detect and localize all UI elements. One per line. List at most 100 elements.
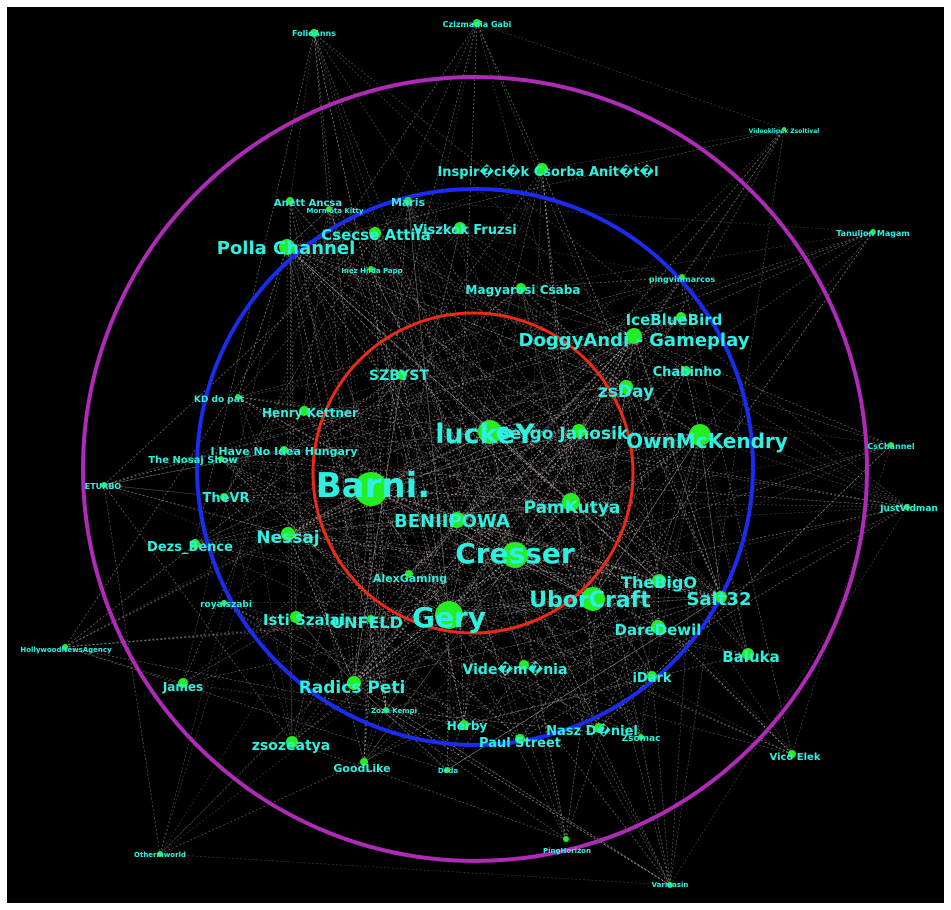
node-nessaj[interactable] [281, 527, 295, 541]
graph-edge [289, 200, 491, 433]
graph-edge [592, 434, 701, 600]
node-label-royalszabi: royalszabi [200, 600, 252, 610]
network-graph-panel: Barni. Cresser Gery luckeY UborCraft OwnMcKen… [7, 7, 944, 903]
node-magyarosi[interactable] [516, 283, 526, 293]
node-barni[interactable] [354, 472, 388, 506]
middle-ring [195, 187, 755, 747]
node-uborcraft[interactable] [581, 587, 605, 611]
node-zozo[interactable] [383, 707, 389, 713]
node-doggyandi[interactable] [626, 328, 642, 344]
node-alexgaming[interactable] [405, 570, 413, 578]
node-royalszabi[interactable] [221, 600, 227, 606]
node-pinghorizon[interactable] [563, 836, 569, 842]
node-ownmckendry[interactable] [689, 424, 711, 446]
node-istiszalai[interactable] [290, 611, 302, 623]
node-zsozeatya[interactable] [286, 736, 298, 748]
node-baluka[interactable] [742, 648, 754, 660]
node-viszkok[interactable] [454, 222, 466, 234]
node-idark[interactable] [647, 671, 657, 681]
node-vicoelek[interactable] [788, 750, 796, 758]
graph-edge [633, 335, 908, 508]
graph-edge [681, 276, 793, 755]
node-iceblue[interactable] [676, 312, 686, 322]
graph-edge [570, 501, 671, 886]
node-anett[interactable] [286, 197, 294, 205]
node-kddopat[interactable] [235, 394, 241, 400]
node-eturbo[interactable] [101, 482, 107, 488]
node-salt32[interactable] [715, 591, 727, 603]
node-csecse[interactable] [369, 227, 381, 239]
node-nasz[interactable] [594, 723, 604, 733]
node-othermworld[interactable] [157, 851, 163, 857]
node-folio[interactable] [310, 29, 318, 37]
node-czizmadia[interactable] [473, 19, 481, 27]
node-benipowa[interactable] [449, 512, 465, 528]
node-videoklip[interactable] [782, 127, 786, 131]
node-pollachannel[interactable] [279, 239, 295, 255]
node-gergojanosik[interactable] [572, 424, 586, 438]
node-unfeld[interactable] [367, 615, 375, 623]
node-videomania[interactable] [519, 660, 529, 670]
graph-edge [407, 200, 600, 729]
graph-edge [456, 444, 892, 521]
node-paulstreet[interactable] [515, 734, 525, 744]
node-dezsbence[interactable] [190, 539, 200, 549]
graph-edge [374, 232, 642, 738]
graph-edge [489, 431, 516, 556]
graph-edge [286, 246, 594, 600]
node-zsday[interactable] [619, 380, 633, 394]
graph-edge [463, 675, 653, 726]
node-csc[interactable] [888, 442, 894, 448]
graph-edge [223, 602, 448, 771]
node-goodlike[interactable] [360, 758, 368, 766]
graph-edge [237, 276, 683, 398]
node-pingvin[interactable] [679, 274, 685, 280]
node-mormota[interactable] [326, 206, 332, 212]
graph-edge [520, 287, 627, 388]
graph-edge [182, 246, 288, 684]
graph-edge [286, 246, 580, 432]
node-nosaj[interactable] [218, 456, 224, 462]
node-inspi[interactable] [536, 163, 548, 175]
node-hollywood[interactable] [62, 644, 68, 650]
node-james[interactable] [178, 678, 188, 688]
graph-edge [103, 484, 225, 498]
node-cresser[interactable] [502, 542, 528, 568]
node-maris[interactable] [404, 197, 412, 205]
node-pamkutya[interactable] [562, 493, 580, 511]
node-label-videoklip: Videoklipek Zsoltival [749, 128, 820, 135]
node-thebigo[interactable] [652, 574, 666, 588]
graph-edge [456, 335, 635, 521]
graph-edge [286, 246, 372, 490]
node-label-pollachannel: Polla Channel [217, 238, 356, 259]
node-luckey[interactable] [478, 420, 502, 444]
node-label-istiszalai: Isti Szalai [263, 611, 345, 629]
node-layer [62, 19, 910, 888]
node-herby[interactable] [459, 720, 469, 730]
node-thevr[interactable] [220, 493, 228, 501]
node-szbyst[interactable] [397, 370, 407, 380]
node-tanuljon[interactable] [870, 229, 876, 235]
node-henry[interactable] [299, 406, 309, 416]
node-label-varmasin: Varmasin [652, 881, 689, 889]
node-gery[interactable] [435, 601, 463, 629]
graph-edge [353, 596, 722, 684]
graph-edge [448, 580, 660, 616]
node-inez[interactable] [368, 266, 374, 272]
node-chabinho[interactable] [681, 366, 691, 376]
graph-edge [374, 232, 659, 628]
node-justvidman[interactable] [904, 504, 910, 510]
graph-edge [633, 335, 749, 655]
graph-edge [456, 519, 722, 598]
node-radicspeti[interactable] [347, 676, 361, 690]
node-daredewil[interactable] [651, 620, 665, 634]
node-deda[interactable] [444, 767, 450, 773]
graph-edge [223, 268, 372, 498]
graph-edge [303, 208, 330, 412]
graph-edge [283, 374, 403, 451]
node-ihavenoidea[interactable] [280, 446, 288, 454]
graph-edge [570, 370, 687, 503]
graph-edge [223, 602, 793, 755]
node-zsomac[interactable] [638, 734, 644, 740]
node-varmasin[interactable] [667, 882, 673, 888]
